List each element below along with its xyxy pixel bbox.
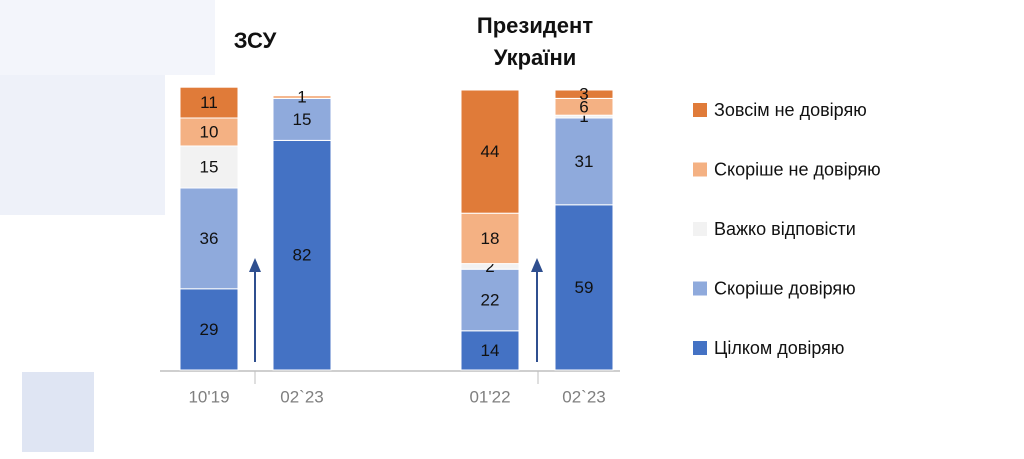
bar-segment bbox=[460, 330, 520, 371]
x-tick-label: 10'19 bbox=[188, 387, 229, 406]
data-label: 82 bbox=[293, 246, 312, 265]
data-label: 31 bbox=[575, 152, 594, 171]
x-tick-label: 02`23 bbox=[562, 387, 605, 406]
data-label: 44 bbox=[481, 142, 500, 161]
bar-segment bbox=[179, 117, 239, 147]
data-label: 6 bbox=[579, 97, 588, 116]
group-title: Президент України bbox=[476, 13, 594, 70]
data-label: 2 bbox=[485, 257, 494, 276]
data-label: 59 bbox=[575, 278, 594, 297]
arrow-head bbox=[531, 258, 543, 272]
bar-segment bbox=[179, 288, 239, 371]
legend-label: Скоріше довіряю bbox=[714, 278, 856, 298]
legend-swatch bbox=[693, 341, 707, 355]
bar-segment bbox=[554, 117, 614, 206]
group-title: ЗСУ bbox=[233, 28, 277, 53]
bar-segment bbox=[554, 89, 614, 99]
bar-segment bbox=[554, 204, 614, 371]
data-label: 11 bbox=[200, 93, 218, 112]
data-label: 3 bbox=[579, 85, 588, 104]
data-label: 15 bbox=[200, 157, 219, 176]
data-label: 10 bbox=[200, 122, 219, 141]
bar-segment bbox=[272, 95, 332, 99]
data-label: 29 bbox=[200, 320, 219, 339]
legend-swatch bbox=[693, 162, 707, 177]
legend-swatch bbox=[693, 281, 707, 296]
data-label: 18 bbox=[481, 229, 500, 248]
arrow-head bbox=[249, 258, 261, 272]
decor bbox=[22, 372, 94, 452]
data-label: 14 bbox=[481, 341, 500, 360]
data-label: 36 bbox=[200, 229, 219, 248]
bar-segment bbox=[179, 187, 239, 290]
decor bbox=[0, 75, 165, 215]
legend-label: Скоріше не довіряю bbox=[714, 159, 881, 179]
x-tick-label: 02`23 bbox=[280, 387, 323, 406]
bar-segment bbox=[460, 89, 520, 214]
bar-segment bbox=[272, 139, 332, 371]
legend-label: Зовсім не довіряю bbox=[714, 100, 867, 120]
legend-label: Важко відповісти bbox=[714, 219, 856, 239]
bar-segment bbox=[179, 86, 239, 119]
bar-segment bbox=[460, 212, 520, 265]
data-label: 22 bbox=[481, 290, 500, 309]
bar-segment bbox=[272, 97, 332, 141]
data-label: 15 bbox=[293, 110, 312, 129]
legend-swatch bbox=[693, 103, 707, 117]
data-label: 1 bbox=[297, 87, 306, 106]
legend-label: Цілком довіряю bbox=[714, 338, 844, 358]
data-label: 1 bbox=[579, 107, 588, 126]
legend-swatch bbox=[693, 222, 707, 236]
bar-segment bbox=[460, 268, 520, 332]
decor bbox=[0, 0, 215, 75]
x-tick-label: 01'22 bbox=[469, 387, 510, 406]
